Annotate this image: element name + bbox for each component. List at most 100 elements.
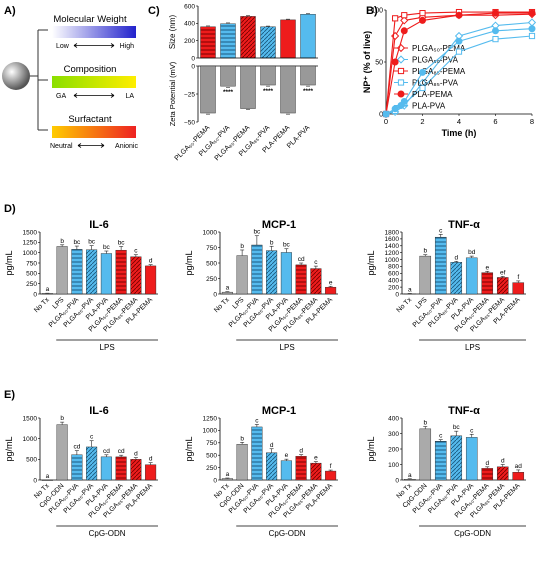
bar <box>41 479 53 481</box>
y-tick-label: 1400 <box>385 243 400 250</box>
series-line <box>385 12 532 115</box>
x-tick-label: 6 <box>493 117 497 126</box>
gradient-right-label: Anionic <box>115 143 138 150</box>
y-axis-label: pg/mL <box>4 250 14 275</box>
significance-letter: d <box>485 460 489 467</box>
data-point <box>528 25 536 33</box>
x-tick-label: 2 <box>420 117 424 126</box>
bar <box>266 250 278 295</box>
bar <box>310 462 322 481</box>
y-tick-label: 100 <box>371 8 383 15</box>
bar <box>512 472 525 481</box>
nanoparticle-sphere <box>2 62 30 90</box>
significance-letter: c <box>470 427 474 434</box>
chart-title: IL-6 <box>89 405 109 417</box>
y-tick-label: 0 <box>213 291 217 298</box>
significance-letter: d <box>501 458 505 465</box>
bar <box>56 424 68 481</box>
y-tick-label: 0 <box>191 55 195 62</box>
bar <box>145 464 157 481</box>
significance-stars: **** <box>263 88 274 95</box>
data-point <box>528 32 536 40</box>
significance-letter: c <box>255 417 259 424</box>
y-tick-label: 0 <box>395 477 399 484</box>
bar <box>434 236 447 295</box>
y-tick-label: 750 <box>26 260 37 267</box>
group-label: LPS <box>100 343 115 352</box>
legend-entry: PLA-PVA <box>394 102 446 111</box>
section-title: Molecular Weight <box>53 14 127 25</box>
bar <box>251 244 263 295</box>
data-point <box>455 11 463 19</box>
data-point <box>419 68 426 76</box>
significance-letter: b <box>270 239 274 246</box>
panel-letter-c: C) <box>148 5 160 17</box>
significance-letter: b <box>240 243 244 250</box>
legend-entry: PLGA₅₀-PEMA <box>394 43 466 53</box>
bar <box>100 456 112 481</box>
x-tick-label: 4 <box>457 117 461 126</box>
panel-letter-b: B) <box>366 5 378 17</box>
significance-letter: d <box>270 442 274 449</box>
y-tick-label: 800 <box>388 264 399 271</box>
significance-letter: bc <box>283 242 291 249</box>
legend-entry: PLA-PEMA <box>394 90 453 99</box>
significance-letter: ad <box>515 463 523 470</box>
bar <box>280 19 296 59</box>
gradient-right-label: High <box>120 43 135 50</box>
legend-entry: PLGA₅₀-PVA <box>394 55 459 65</box>
group-label: LPS <box>280 343 295 352</box>
significance-letter: bc <box>103 244 111 251</box>
x-tick-label: No Tx <box>33 296 51 314</box>
significance-letter: c <box>134 248 138 255</box>
data-point <box>397 79 405 86</box>
gradient-bar <box>52 76 136 88</box>
y-tick-label: 1500 <box>23 229 38 236</box>
bracket <box>30 29 48 131</box>
section-title: Surfactant <box>68 114 112 125</box>
y-tick-label: 100 <box>388 462 399 469</box>
legend-label: PLA-PVA <box>412 102 446 111</box>
gradient-bar <box>52 126 136 138</box>
data-point <box>397 67 405 75</box>
data-point <box>397 90 405 98</box>
bar <box>145 265 157 295</box>
group-label: CpG-ODN <box>269 529 306 538</box>
significance-letter: d <box>134 451 138 458</box>
bar <box>295 264 307 295</box>
bar <box>251 426 263 481</box>
significance-letter: cd <box>73 444 80 451</box>
data-point <box>528 9 536 17</box>
bar <box>200 26 216 59</box>
data-point <box>419 84 426 92</box>
significance-letter: cd <box>298 256 305 263</box>
y-tick-label: −50 <box>184 119 195 126</box>
significance-letter: bc <box>118 239 126 246</box>
y-tick-label: 250 <box>26 281 37 288</box>
bar <box>310 268 322 295</box>
bar <box>100 253 112 295</box>
bar <box>325 286 337 295</box>
bar <box>86 249 98 295</box>
y-tick-label: −25 <box>184 91 195 98</box>
y-tick-label: 400 <box>388 415 399 422</box>
y-tick-label: 1000 <box>203 229 218 236</box>
y-tick-label: 1800 <box>385 229 400 236</box>
bar <box>450 262 463 295</box>
x-tick-label: PLGA₈₅-PEMA <box>214 124 252 162</box>
y-tick-label: 0 <box>379 112 383 119</box>
y-tick-label: 0 <box>33 477 37 484</box>
y-tick-label: 600 <box>388 271 399 278</box>
y-tick-label: 1000 <box>23 250 38 257</box>
bar <box>419 255 432 295</box>
significance-letter: e <box>285 452 289 459</box>
bar <box>240 65 256 109</box>
bar <box>512 282 525 295</box>
chart-title: TNF-α <box>448 405 480 417</box>
double-arrow <box>73 93 115 98</box>
bar <box>419 428 432 481</box>
